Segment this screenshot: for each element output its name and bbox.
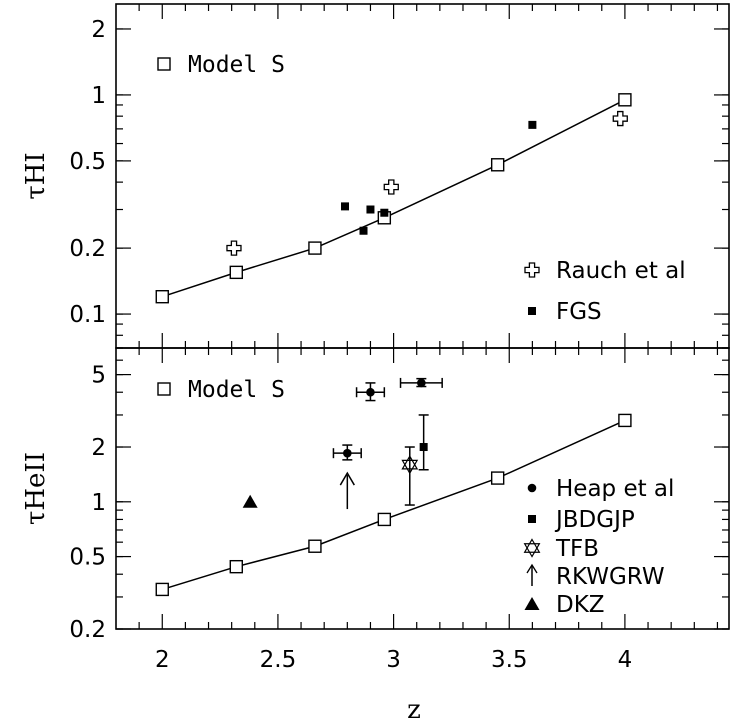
model-s-marker bbox=[229, 559, 243, 574]
y-tick-label: 0.2 bbox=[69, 236, 106, 262]
model-s-marker bbox=[490, 158, 505, 172]
legend-dkz-marker bbox=[524, 597, 540, 610]
heap-et-al-marker bbox=[366, 387, 375, 397]
rauch-marker bbox=[612, 110, 628, 127]
legend-jbdgjp-marker bbox=[528, 515, 536, 523]
tfb-marker bbox=[401, 459, 419, 475]
legend-heap: Heap et al bbox=[556, 476, 674, 502]
y-tick-label: 2 bbox=[91, 17, 106, 43]
y-tick-label: 0.5 bbox=[69, 545, 106, 571]
rauch-marker bbox=[524, 262, 540, 278]
fgs-marker bbox=[366, 205, 375, 214]
legend-tfb: TFB bbox=[555, 536, 599, 562]
model-s-line bbox=[162, 99, 626, 298]
y-axis-label: τHeII bbox=[21, 452, 51, 525]
heap-et-al-marker bbox=[417, 378, 426, 388]
y-tick-label: 0.5 bbox=[69, 149, 106, 175]
y-tick-label: 0.2 bbox=[69, 617, 106, 643]
model-s-marker bbox=[490, 471, 505, 485]
y-tick-label: 1 bbox=[91, 83, 106, 109]
model-s-marker bbox=[618, 413, 632, 428]
rauch-marker bbox=[383, 179, 399, 195]
y-tick-label: 5 bbox=[91, 363, 106, 389]
plot-frame bbox=[115, 347, 730, 630]
fgs-marker bbox=[528, 120, 537, 129]
legend-tfb-marker bbox=[523, 538, 541, 553]
legend-rkwgrw-marker bbox=[526, 563, 538, 574]
rauch-marker bbox=[226, 240, 242, 256]
rkwgrw-marker bbox=[339, 471, 355, 486]
model-s-line bbox=[162, 419, 626, 591]
tfb-marker bbox=[401, 454, 419, 470]
bottom-panel: 0.2 0.5 1 2 5 2 2.5 3 3.5 4 τHeII Model S Heap et al… bbox=[21, 347, 730, 673]
legend-jbdgjp: JBDGJP bbox=[554, 507, 635, 533]
legend-dkz: DKZ bbox=[556, 592, 605, 618]
model-s-marker bbox=[377, 512, 392, 527]
top-panel: 0.1 0.2 0.5 1 2 τHI Model S Rauch et al FGS bbox=[21, 3, 730, 349]
model-s-marker bbox=[157, 57, 171, 71]
model-s-marker bbox=[157, 382, 171, 396]
dkz-marker bbox=[242, 494, 258, 508]
legend-rauch: Rauch et al bbox=[556, 258, 686, 284]
y-tick-label: 1 bbox=[91, 490, 106, 516]
heap-et-al-marker bbox=[343, 448, 352, 458]
y-axis-label: τHI bbox=[21, 152, 51, 199]
model-s-marker bbox=[155, 290, 169, 304]
fgs-marker bbox=[380, 208, 389, 217]
x-tick-label: 3 bbox=[386, 647, 401, 673]
legend-fgs-marker bbox=[528, 307, 536, 315]
legend-fgs: FGS bbox=[556, 299, 602, 325]
jbdgjp-marker bbox=[419, 443, 428, 452]
y-tick-label: 2 bbox=[91, 435, 106, 461]
x-tick-label: 2.5 bbox=[260, 647, 297, 673]
model-s-marker bbox=[308, 539, 322, 553]
x-tick-label: 3.5 bbox=[491, 647, 528, 673]
model-s-marker bbox=[618, 93, 632, 107]
x-axis-label: z bbox=[407, 695, 421, 725]
legend-heap-marker bbox=[527, 483, 537, 493]
model-s-marker bbox=[155, 582, 169, 597]
legend-model-s: Model S bbox=[188, 377, 285, 403]
fgs-marker bbox=[359, 226, 368, 235]
fgs-marker bbox=[341, 202, 350, 211]
model-s-marker bbox=[308, 241, 322, 255]
x-tick-label: 2 bbox=[155, 647, 170, 673]
legend-tfb-marker bbox=[523, 543, 541, 558]
model-s-marker bbox=[229, 265, 243, 280]
legend-model-s: Model S bbox=[188, 52, 285, 78]
x-tick-label: 4 bbox=[618, 647, 633, 673]
legend-rkwgrw: RKWGRW bbox=[556, 564, 665, 590]
y-tick-label: 0.1 bbox=[69, 302, 106, 328]
